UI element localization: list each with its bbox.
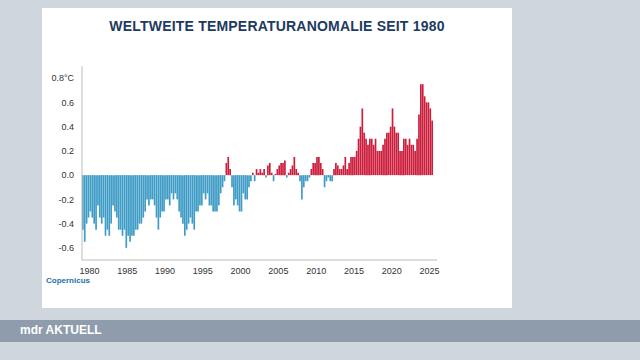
svg-text:0.0: 0.0 xyxy=(61,170,74,180)
svg-text:2015: 2015 xyxy=(344,266,364,276)
svg-text:0.8°C: 0.8°C xyxy=(51,73,74,83)
svg-text:1980: 1980 xyxy=(80,266,100,276)
html-text:WELTWEITE TEMPERATURANOMALIE S: WELTWEITE TEMPERATURANOMALIE SEIT 1980 xyxy=(109,18,445,34)
svg-text:0.2: 0.2 xyxy=(61,146,74,156)
svg-text:2010: 2010 xyxy=(306,266,326,276)
svg-text:1990: 1990 xyxy=(155,266,175,276)
svg-text:0.4: 0.4 xyxy=(61,122,74,132)
svg-text:1985: 1985 xyxy=(117,266,137,276)
svg-text:-0.6: -0.6 xyxy=(58,243,74,253)
svg-text:0.6: 0.6 xyxy=(61,98,74,108)
svg-text:2005: 2005 xyxy=(268,266,288,276)
svg-text:-0.4: -0.4 xyxy=(58,219,74,229)
svg-text:1995: 1995 xyxy=(193,266,213,276)
svg-text:2000: 2000 xyxy=(231,266,251,276)
svg-text:2025: 2025 xyxy=(419,266,439,276)
html-text:mdr AKTUELL: mdr AKTUELL xyxy=(20,323,102,337)
svg-text:2020: 2020 xyxy=(382,266,402,276)
svg-text:-0.2: -0.2 xyxy=(58,195,74,205)
html-text:Copernicus: Copernicus xyxy=(46,276,90,285)
